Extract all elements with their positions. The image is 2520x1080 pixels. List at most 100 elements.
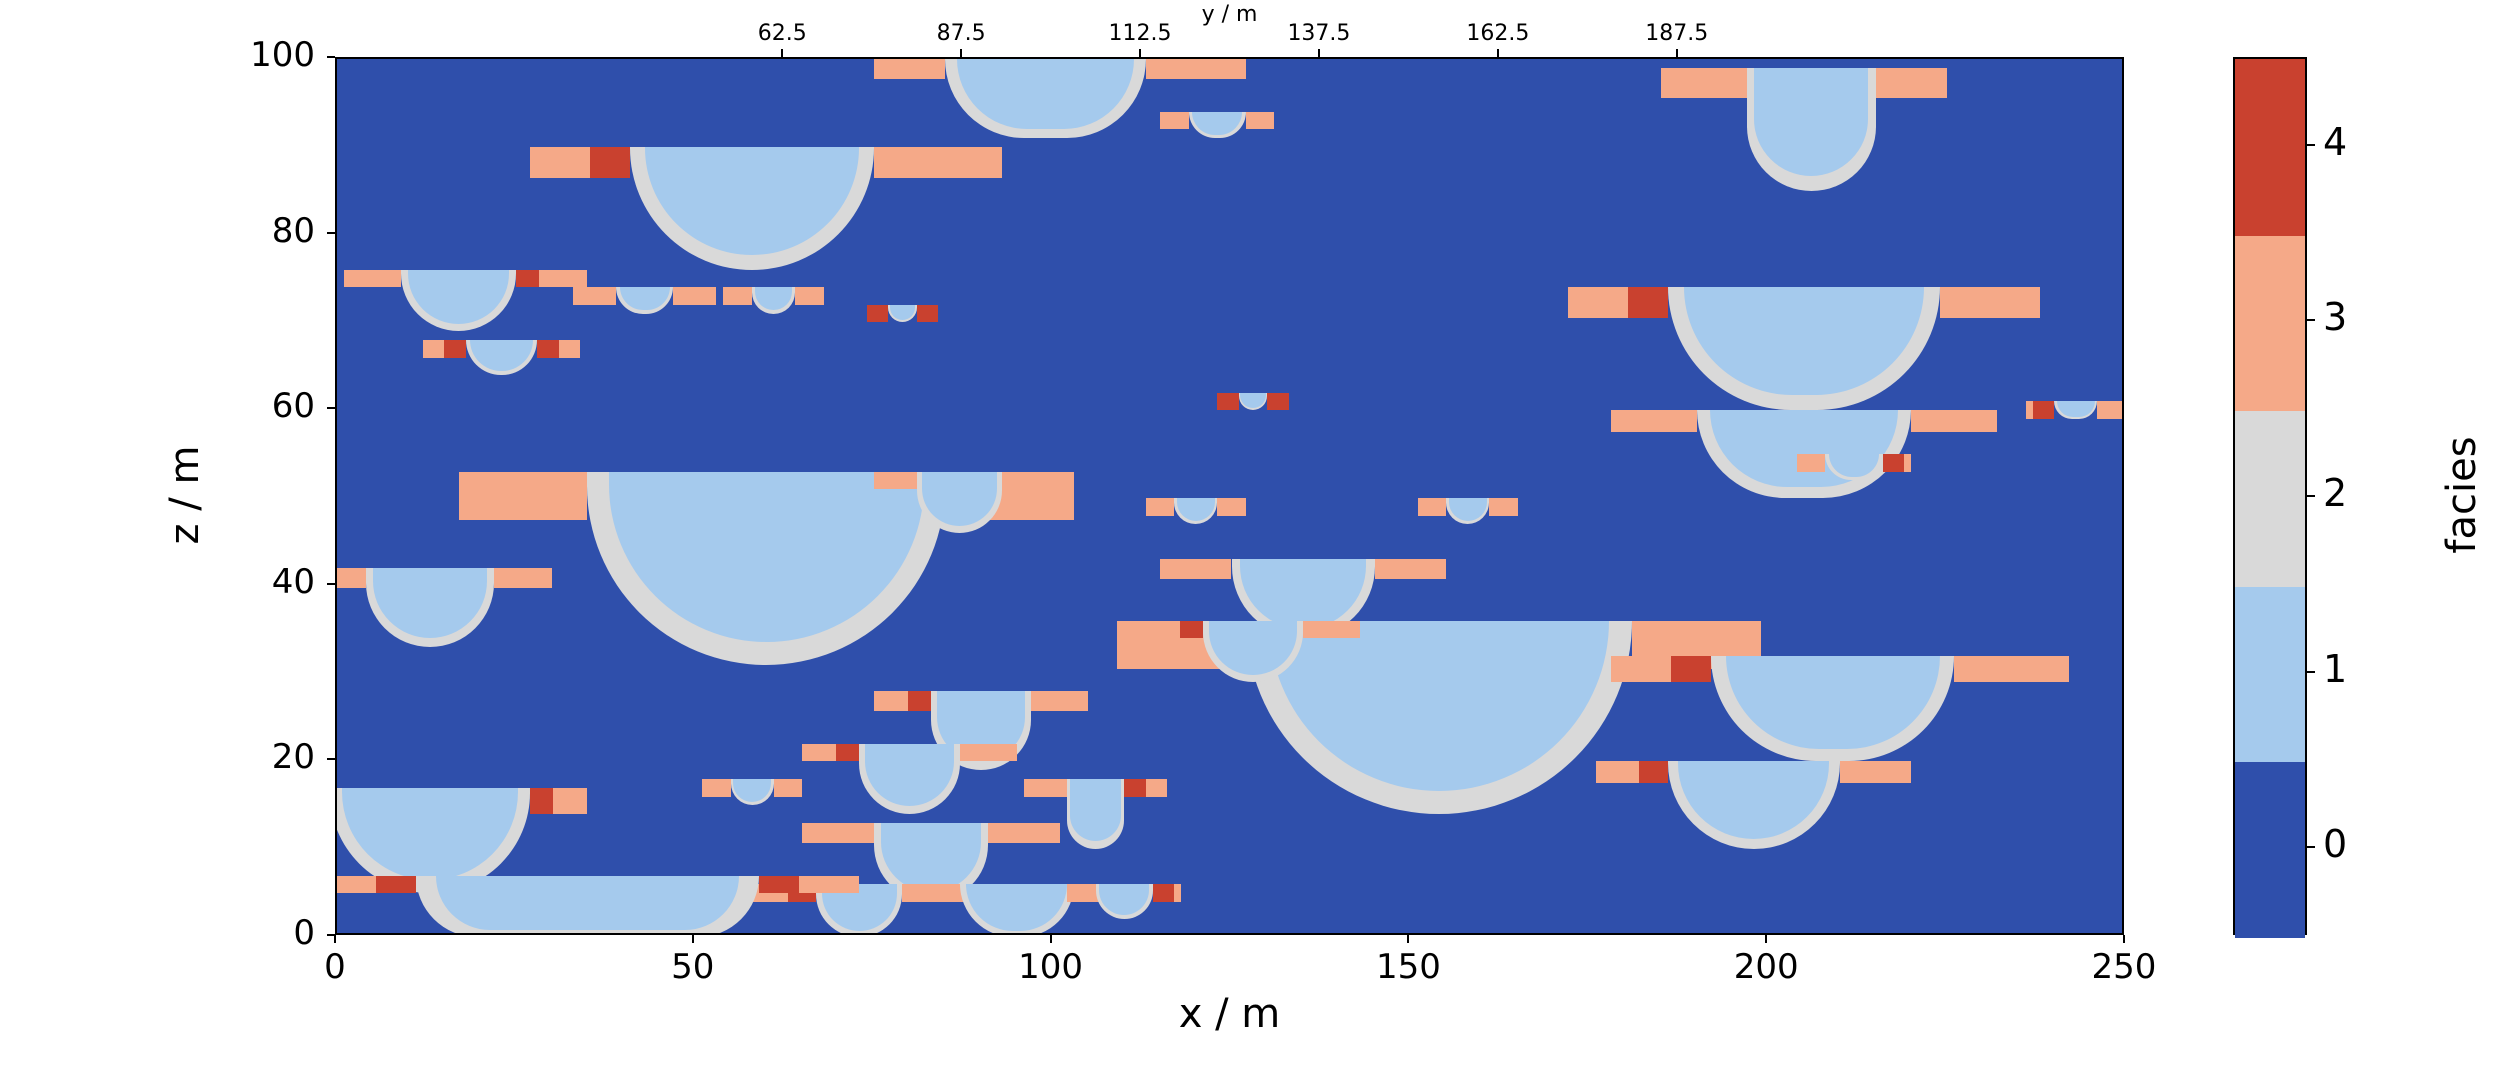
- top-tick: [781, 49, 783, 57]
- levee-right: [1489, 498, 1518, 516]
- top-tick-label: 87.5: [921, 21, 1001, 46]
- levee-right: [874, 147, 1003, 178]
- levee-right: [1911, 410, 1997, 432]
- levee-right: [917, 305, 938, 323]
- levee-left: [1661, 68, 1747, 99]
- levee-left: [1418, 498, 1447, 516]
- levee-right: [1940, 287, 2040, 318]
- levee-right: [2097, 401, 2124, 419]
- colorbar-segment: [2235, 761, 2305, 938]
- y-tick: [327, 56, 335, 58]
- levee-left: [573, 287, 616, 305]
- channel-body: [1174, 498, 1217, 524]
- x-tick: [2123, 935, 2125, 943]
- channel-body: [888, 305, 917, 323]
- channel-body: [1711, 656, 1954, 761]
- levee-left: [902, 884, 959, 902]
- y-tick: [327, 758, 335, 760]
- x-tick: [1407, 935, 1409, 943]
- y-tick-label: 40: [205, 562, 315, 602]
- y-tick: [327, 934, 335, 936]
- x-tick-label: 250: [2074, 947, 2174, 987]
- channel-body: [1668, 287, 1940, 410]
- x-axis-label: x / m: [335, 991, 2124, 1037]
- top-tick: [1676, 49, 1678, 57]
- levee-right: [774, 779, 803, 797]
- colorbar-tick: [2307, 846, 2315, 848]
- levee-accent: [376, 876, 416, 894]
- levee-left: [1160, 112, 1189, 130]
- levee-right: [988, 823, 1060, 843]
- levee-accent: [516, 270, 539, 288]
- channel-body: [1446, 498, 1489, 524]
- levee-right: [1954, 656, 2068, 682]
- y-axis-label: z / m: [162, 420, 208, 570]
- levee-accent: [1124, 779, 1145, 797]
- levee-accent: [908, 691, 931, 711]
- colorbar-segment: [2235, 235, 2305, 412]
- levee-left: [1217, 393, 1238, 411]
- colorbar-tick: [2307, 319, 2315, 321]
- levee-accent: [836, 744, 859, 762]
- channel-body: [960, 884, 1074, 935]
- levee-left: [1611, 410, 1697, 432]
- levee-right: [1876, 68, 1948, 99]
- y-tick-label: 60: [205, 386, 315, 426]
- levee-left: [1024, 779, 1067, 797]
- x-tick: [334, 935, 336, 943]
- levee-left: [874, 59, 946, 79]
- levee-accent: [1153, 884, 1174, 902]
- top-tick-label: 162.5: [1458, 21, 1538, 46]
- top-axis-label: y / m: [335, 2, 2124, 27]
- channel-body: [416, 876, 759, 935]
- levee-right: [1840, 761, 1912, 783]
- x-tick-label: 100: [1001, 947, 1101, 987]
- top-tick: [1318, 49, 1320, 57]
- channel-body: [1239, 393, 1268, 411]
- levee-right: [494, 568, 551, 588]
- colorbar-segment: [2235, 410, 2305, 587]
- levee-right: [1375, 559, 1447, 579]
- levee-accent: [1180, 621, 1203, 639]
- top-tick-label: 187.5: [1637, 21, 1717, 46]
- x-tick-label: 0: [285, 947, 385, 987]
- channel-body: [466, 340, 538, 375]
- channel-body: [1203, 621, 1303, 682]
- levee-left: [723, 287, 752, 305]
- channel-body: [752, 287, 795, 313]
- channel-body: [1246, 621, 1632, 814]
- levee-left: [335, 568, 366, 588]
- levee-right: [673, 287, 716, 305]
- y-tick-label: 80: [205, 211, 315, 251]
- levee-left: [867, 305, 888, 323]
- levee-left: [459, 472, 588, 520]
- top-tick-label: 112.5: [1100, 21, 1180, 46]
- top-tick-label: 62.5: [742, 21, 822, 46]
- levee-accent: [530, 788, 553, 814]
- channel-body: [587, 472, 945, 665]
- plot-area: [335, 57, 2124, 935]
- levee-right: [1246, 112, 1275, 130]
- colorbar-segment: [2235, 59, 2305, 236]
- colorbar-tick: [2307, 495, 2315, 497]
- levee-left: [874, 472, 917, 490]
- levee-accent: [2033, 401, 2054, 419]
- levee-right: [1146, 59, 1246, 79]
- channel-body: [1096, 884, 1153, 919]
- channel-body: [731, 779, 774, 805]
- channel-body: [1747, 68, 1876, 191]
- y-tick-label: 0: [205, 913, 315, 953]
- x-tick-label: 50: [643, 947, 743, 987]
- channels-layer: [337, 59, 2122, 933]
- levee-left: [1146, 498, 1175, 516]
- levee-left: [1160, 559, 1232, 579]
- y-tick: [327, 407, 335, 409]
- x-tick: [1765, 935, 1767, 943]
- colorbar-tick-label: 1: [2323, 647, 2347, 691]
- y-tick-label: 100: [205, 35, 315, 75]
- colorbar-tick: [2307, 144, 2315, 146]
- levee-right: [1003, 472, 1046, 490]
- colorbar-tick-label: 4: [2323, 120, 2347, 164]
- channel-body: [859, 744, 959, 814]
- x-tick: [1050, 935, 1052, 943]
